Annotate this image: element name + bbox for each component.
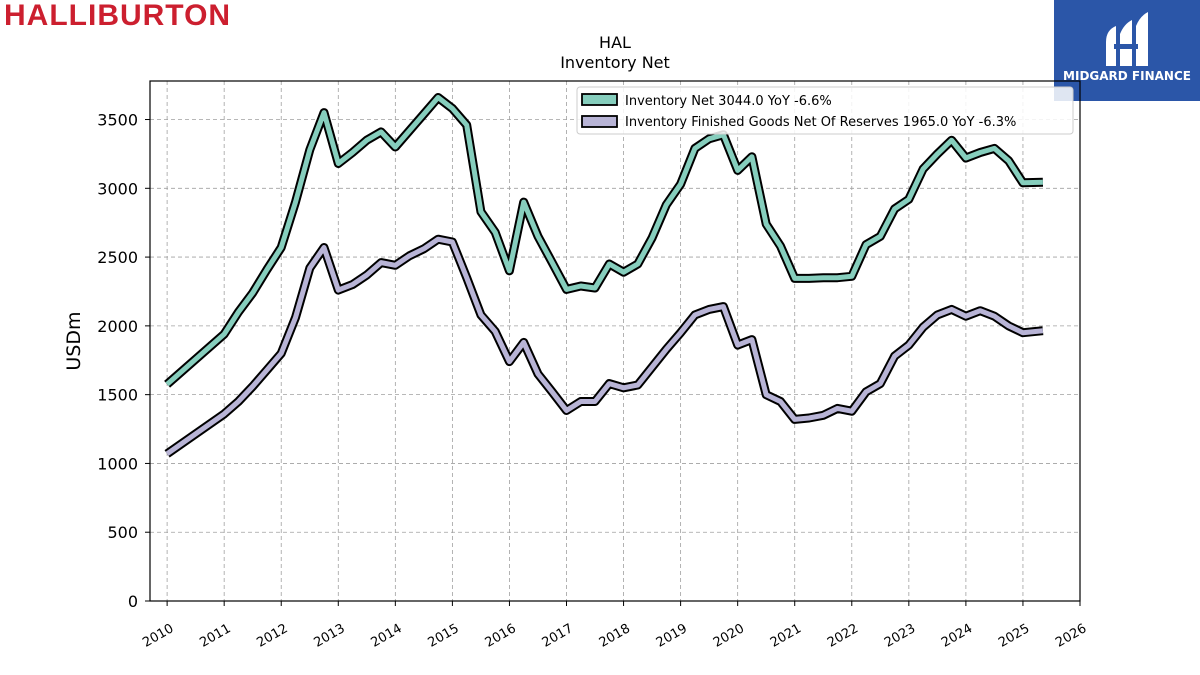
y-axis-label: USDm — [63, 311, 85, 370]
badge-label: MIDGARD FINANCE — [1063, 69, 1191, 83]
legend-label-finished-goods: Inventory Finished Goods Net Of Reserves… — [625, 115, 1016, 130]
x-tick-label: 2023 — [882, 621, 918, 651]
x-tick-label: 2019 — [654, 621, 690, 651]
y-tick-label: 1500 — [97, 386, 138, 405]
y-tick-label: 1000 — [97, 454, 138, 473]
x-tick-label: 2010 — [140, 621, 176, 651]
x-tick-label: 2016 — [483, 621, 519, 651]
legend-box — [576, 86, 1074, 135]
x-tick-label: 2017 — [540, 621, 576, 651]
series-line-1 — [165, 236, 1044, 456]
x-tick-label: 2024 — [939, 621, 975, 651]
legend-swatch-finished-goods — [581, 115, 618, 128]
x-tick-label: 2013 — [311, 621, 347, 651]
x-tick-label: 2011 — [197, 621, 233, 651]
x-tick-label: 2025 — [996, 621, 1032, 651]
x-tick-label: 2020 — [711, 621, 747, 651]
legend: Inventory Net 3044.0 YoY -6.6% Inventory… — [576, 86, 1074, 135]
midgard-logo-icon — [1106, 12, 1148, 66]
y-tick-label: 3000 — [97, 179, 138, 198]
x-tick-label: 2018 — [597, 621, 633, 651]
plot-area-frame — [149, 80, 1081, 602]
chart-title: HAL — [599, 33, 631, 52]
x-tick-label: 2022 — [825, 621, 861, 651]
legend-swatch-inventory-net — [581, 93, 618, 106]
y-tick-label: 2000 — [97, 317, 138, 336]
y-tick-label: 0 — [128, 592, 138, 611]
x-tick-label: 2014 — [369, 621, 405, 651]
series-line-0 — [165, 95, 1043, 387]
y-tick-label: 3500 — [97, 111, 138, 130]
y-tick-label: 500 — [107, 523, 138, 542]
x-tick-label: 2026 — [1053, 621, 1089, 651]
x-tick-label: 2012 — [254, 621, 290, 651]
x-tick-label: 2021 — [768, 621, 804, 651]
y-tick-label: 2500 — [97, 248, 138, 267]
legend-label-inventory-net: Inventory Net 3044.0 YoY -6.6% — [625, 94, 832, 109]
x-tick-label: 2015 — [426, 621, 462, 651]
midgard-finance-badge: MIDGARD FINANCE — [1054, 0, 1200, 101]
halliburton-logo: HALLIBURTON — [4, 0, 232, 32]
chart-subtitle: Inventory Net — [560, 53, 670, 72]
